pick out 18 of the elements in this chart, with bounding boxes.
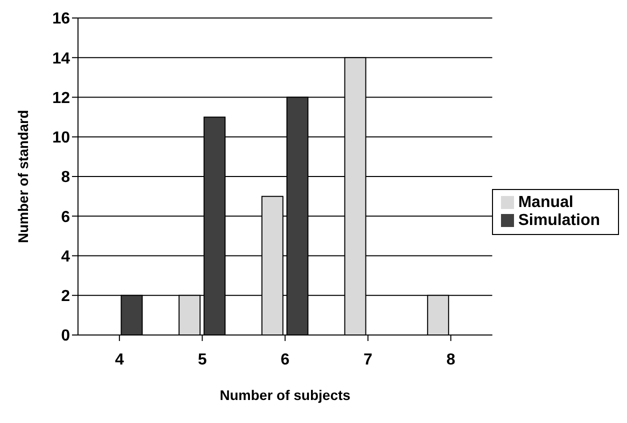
y-tick-label: 16 xyxy=(52,10,70,28)
y-tick-label: 2 xyxy=(61,288,70,306)
y-tick-label: 4 xyxy=(61,248,70,266)
y-tick-label: 6 xyxy=(61,208,70,226)
y-tick-label: 14 xyxy=(52,50,70,68)
x-axis-title: Number of subjects xyxy=(220,387,351,403)
x-tick-label: 4 xyxy=(114,351,124,368)
x-tick-label: 8 xyxy=(446,351,456,368)
x-tick-label: 5 xyxy=(198,351,207,368)
y-tick-label: 0 xyxy=(61,328,70,345)
x-tick-label: 7 xyxy=(364,351,372,368)
y-tick-label: 8 xyxy=(61,169,70,186)
y-tick-label: 10 xyxy=(52,130,70,147)
y-axis-title: Number of standard xyxy=(14,110,31,244)
legend-label: Simulation xyxy=(518,212,600,228)
y-tick-label: 12 xyxy=(52,90,70,107)
x-tick-label: 6 xyxy=(280,351,290,368)
legend-label: Manual xyxy=(518,194,574,210)
